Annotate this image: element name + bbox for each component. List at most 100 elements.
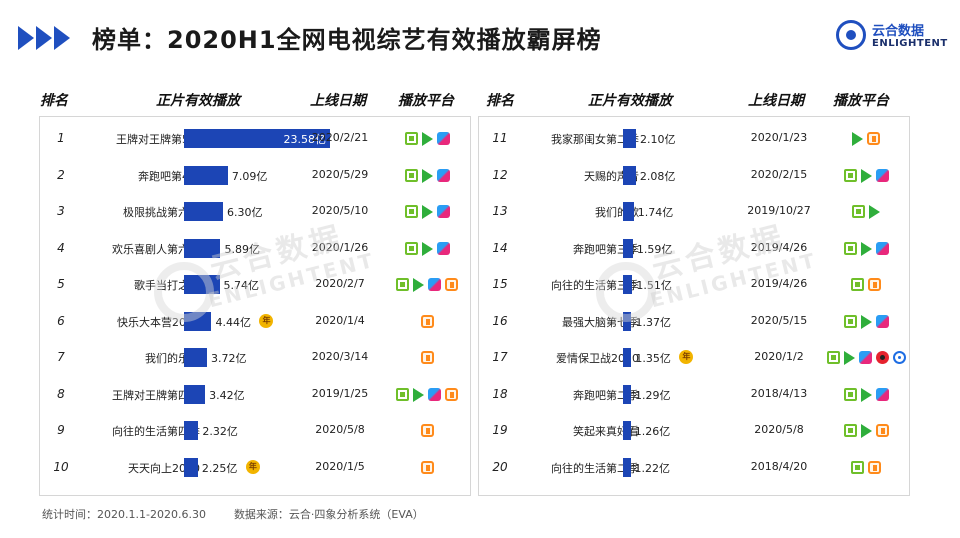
tencent-icon [413, 387, 424, 402]
youku-icon [436, 168, 450, 182]
tencent-icon [843, 351, 855, 365]
col-header-plays-right: 正片有效播放 [588, 93, 672, 109]
col-header-plays-left: 正片有效播放 [156, 93, 240, 109]
platform-icons [825, 460, 907, 475]
rank-number: 4 [57, 240, 65, 255]
platform-icons [386, 387, 468, 402]
ranking-panel-right: 11 我家那闺女第二季 2.10亿 2020/1/23 12 天赐的声音 2.08亿 2020… [478, 116, 910, 496]
show-name: 奔跑吧第三季 [573, 242, 639, 256]
rank-number: 5 [57, 277, 65, 291]
ranking-panel-left: 1 王牌对王牌第5季 23.58亿 2020/2/21 2 奔跑吧第4季 7.09亿 2020… [39, 116, 471, 496]
mango-icon [868, 460, 881, 474]
value-label: 4.44亿 [215, 315, 251, 329]
show-name: 我们的乐队 [145, 352, 200, 365]
rank-number: 18 [492, 386, 508, 401]
show-name: 笑起来真好看 [573, 425, 639, 438]
table-row: 20 向往的生活第二季 1.22亿 2018/4/20 [479, 450, 909, 486]
watermark-logo-icon [596, 262, 656, 322]
table-row: 11 我家那闺女第二季 2.10亿 2020/1/23 [479, 121, 909, 157]
platform-icons [386, 278, 468, 292]
release-date: 2020/5/8 [315, 423, 365, 436]
value-label: 2.32亿 [202, 425, 238, 438]
release-date: 2020/1/2 [754, 350, 804, 363]
tencent-icon [852, 132, 863, 146]
show-name: 天天向上2020 [128, 461, 200, 475]
tencent-icon [413, 278, 424, 292]
release-date: 2020/5/15 [750, 313, 808, 327]
tencent-icon [860, 314, 872, 329]
value-label: 5.89亿 [224, 242, 260, 256]
col-header-rank-left: 排名 [40, 93, 68, 109]
bar [184, 238, 221, 258]
youku-icon [858, 351, 872, 364]
rank-number: 1 [57, 131, 65, 145]
release-date: 2019/4/26 [750, 240, 808, 254]
show-name: 我家那闺女第二季 [551, 133, 639, 146]
value-label: 23.58亿 [283, 133, 327, 146]
release-date: 2018/4/13 [750, 386, 808, 400]
release-date: 2019/1/25 [311, 386, 369, 400]
value-label: 1.22亿 [634, 461, 671, 475]
bar [623, 165, 636, 185]
release-date: 2020/5/8 [754, 423, 804, 436]
youku-icon [875, 168, 889, 182]
table-row: 19 笑起来真好看 1.26亿 2020/5/8 [479, 413, 909, 449]
table-row: 4 欢乐喜剧人第六季 5.89亿 2020/1/26 [40, 231, 470, 267]
iqiyi-icon [843, 314, 857, 328]
rank-number: 20 [492, 459, 508, 474]
rank-number: 15 [492, 277, 508, 291]
table-row: 6 快乐大本营2020 4.44亿年 2020/1/4 [40, 304, 470, 340]
youku-icon [428, 387, 441, 401]
col-header-rank-right: 排名 [486, 93, 514, 109]
iqiyi-icon [826, 351, 840, 364]
youku-icon [428, 278, 441, 291]
rank-number: 16 [492, 313, 508, 328]
youku-icon [875, 387, 889, 401]
mango-icon [867, 132, 880, 145]
bar [623, 238, 633, 258]
iqiyi-icon [851, 278, 864, 291]
tencent-icon [421, 241, 433, 256]
iqiyi-icon [404, 205, 418, 218]
release-date: 2020/2/15 [750, 167, 808, 181]
show-name: 王牌对王牌第四季 [112, 388, 200, 402]
logo-text-en: ENLIGHTENT [872, 38, 948, 49]
tencent-icon [860, 424, 872, 438]
table-row: 1 王牌对王牌第5季 23.58亿 2020/2/21 [40, 121, 470, 157]
release-date: 2019/10/27 [747, 204, 811, 217]
rank-number: 13 [492, 204, 508, 218]
value-label: 7.09亿 [231, 169, 268, 183]
table-row: 5 歌手当打之年 5.74亿 2020/2/7 [40, 267, 470, 303]
year-badge-icon: 年 [245, 459, 260, 474]
table-row: 12 天赐的声音 2.08亿 2020/2/15 [479, 158, 909, 194]
table-row: 17 爱情保卫战2020 1.35亿年 2020/1/2 [479, 340, 909, 376]
rank-number: 6 [57, 313, 65, 328]
tencent-icon [421, 168, 433, 183]
table-row: 10 天天向上2020 2.25亿年 2020/1/5 [40, 450, 470, 486]
iqiyi-icon [404, 241, 418, 255]
show-name: 奔跑吧第4季 [138, 169, 200, 183]
col-header-platform-left: 播放平台 [398, 93, 454, 109]
platform-icons [825, 241, 907, 256]
platform-icons [386, 168, 468, 183]
rank-number: 17 [492, 350, 508, 364]
bar [184, 165, 228, 185]
show-name: 王牌对王牌第5季 [116, 133, 200, 146]
footer: 统计时间：2020.1.1-2020.6.30 数据来源：云合·四象分析系统（EV… [42, 506, 424, 522]
platform-icons [386, 132, 468, 146]
value-label: 1.37亿 [635, 315, 671, 329]
page-title: 榜单：2020H1全网电视综艺有效播放霸屏榜 [92, 26, 602, 54]
platform-icons [386, 424, 468, 438]
bar [623, 421, 631, 440]
value-label: 1.29亿 [634, 388, 671, 402]
iqiyi-icon [843, 168, 857, 182]
rank-number: 14 [492, 240, 508, 255]
tencent-icon [860, 241, 872, 256]
mango-icon [420, 424, 434, 437]
logo-icon [836, 20, 866, 50]
bar [623, 202, 634, 221]
mango-icon [420, 314, 434, 328]
platform-icons [825, 387, 907, 402]
iqiyi-icon [396, 278, 409, 291]
rank-number: 9 [57, 423, 65, 437]
